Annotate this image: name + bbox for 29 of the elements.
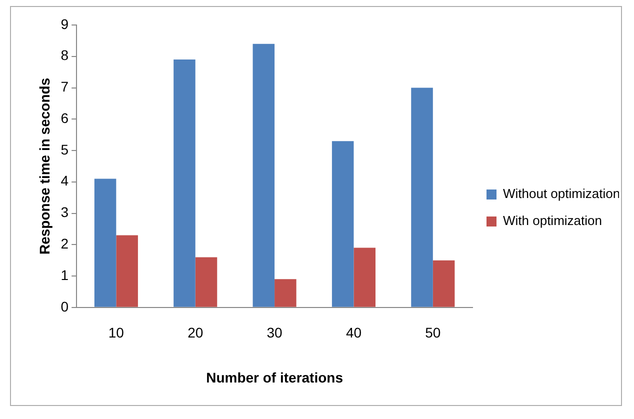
x-tick-label: 20 xyxy=(188,324,204,341)
bar xyxy=(195,257,218,307)
y-axis-title: Response time in seconds xyxy=(36,78,52,255)
legend-label: With optimization xyxy=(503,213,602,228)
bar xyxy=(252,44,275,307)
x-axis-title: Number of iterations xyxy=(206,369,344,386)
y-tick-label: 3 xyxy=(60,204,69,220)
bar xyxy=(174,60,196,307)
bar xyxy=(94,178,116,307)
x-tick-label: 50 xyxy=(425,324,441,341)
y-tick-label: 5 xyxy=(60,141,69,158)
x-tick-label: 10 xyxy=(108,324,124,341)
bar xyxy=(354,248,376,307)
y-tick-label: 7 xyxy=(60,78,69,95)
bar xyxy=(332,141,354,307)
legend-label: Without optimization xyxy=(503,186,620,202)
bar xyxy=(116,235,138,307)
y-tick-label: 0 xyxy=(60,298,69,314)
bar xyxy=(432,260,455,307)
bar xyxy=(411,88,433,307)
y-tick-label: 1 xyxy=(60,266,69,283)
x-tick-label: 40 xyxy=(346,324,362,341)
x-tick-label: 30 xyxy=(266,324,283,341)
y-tick-label: 6 xyxy=(60,110,69,126)
y-tick-label: 9 xyxy=(60,16,69,32)
y-tick-label: 8 xyxy=(60,47,69,64)
y-tick-label: 4 xyxy=(60,172,69,189)
bar xyxy=(274,279,296,307)
y-tick-label: 2 xyxy=(60,236,69,252)
